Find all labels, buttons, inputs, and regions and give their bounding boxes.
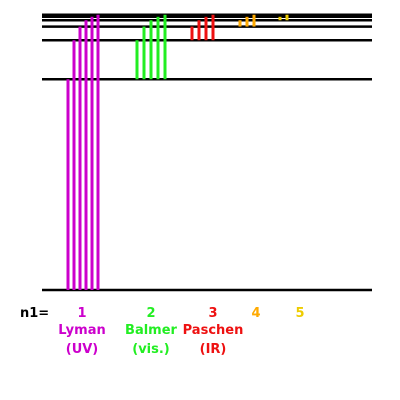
series-1-n1: 1 bbox=[77, 306, 87, 321]
series-1-region: (UV) bbox=[65, 342, 99, 357]
series-2-region: (vis.) bbox=[132, 342, 170, 357]
series-2-n1: 2 bbox=[146, 306, 156, 321]
series-1-name: Lyman bbox=[58, 323, 106, 338]
n1-label: n1= bbox=[20, 306, 50, 321]
series-2-name: Balmer bbox=[125, 323, 177, 338]
series-4-n1: 4 bbox=[251, 306, 261, 321]
series-3-name: Paschen bbox=[182, 323, 244, 338]
series-5-n1: 5 bbox=[295, 306, 305, 321]
series-3-n1: 3 bbox=[208, 306, 218, 321]
series-3-region: (IR) bbox=[199, 342, 227, 357]
